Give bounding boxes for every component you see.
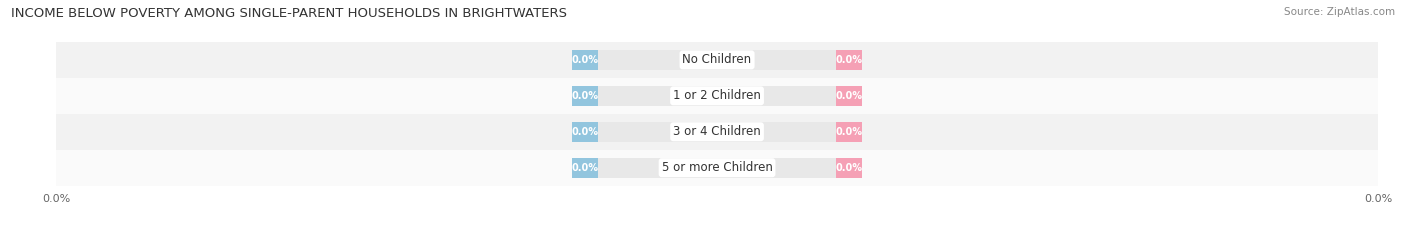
- Text: 5 or more Children: 5 or more Children: [662, 161, 772, 174]
- Bar: [572, 158, 598, 178]
- Bar: [572, 158, 862, 178]
- Text: 0.0%: 0.0%: [835, 91, 863, 101]
- Bar: [56, 42, 1378, 78]
- Text: 1 or 2 Children: 1 or 2 Children: [673, 89, 761, 102]
- Text: 0.0%: 0.0%: [571, 163, 599, 173]
- Text: No Children: No Children: [682, 53, 752, 66]
- Bar: [56, 114, 1378, 150]
- Bar: [572, 86, 598, 106]
- Text: 0.0%: 0.0%: [571, 55, 599, 65]
- Bar: [572, 50, 862, 70]
- Text: 0.0%: 0.0%: [571, 127, 599, 137]
- Text: 3 or 4 Children: 3 or 4 Children: [673, 125, 761, 138]
- Text: 0.0%: 0.0%: [835, 127, 863, 137]
- Text: 0.0%: 0.0%: [835, 163, 863, 173]
- Bar: [56, 78, 1378, 114]
- Bar: [837, 86, 862, 106]
- Bar: [837, 50, 862, 70]
- Bar: [837, 122, 862, 142]
- Text: INCOME BELOW POVERTY AMONG SINGLE-PARENT HOUSEHOLDS IN BRIGHTWATERS: INCOME BELOW POVERTY AMONG SINGLE-PARENT…: [11, 7, 567, 20]
- Bar: [837, 158, 862, 178]
- Bar: [56, 150, 1378, 186]
- Bar: [572, 122, 598, 142]
- Bar: [572, 122, 862, 142]
- Bar: [572, 50, 598, 70]
- Text: 0.0%: 0.0%: [571, 91, 599, 101]
- Bar: [572, 86, 862, 106]
- Text: Source: ZipAtlas.com: Source: ZipAtlas.com: [1284, 7, 1395, 17]
- Text: 0.0%: 0.0%: [835, 55, 863, 65]
